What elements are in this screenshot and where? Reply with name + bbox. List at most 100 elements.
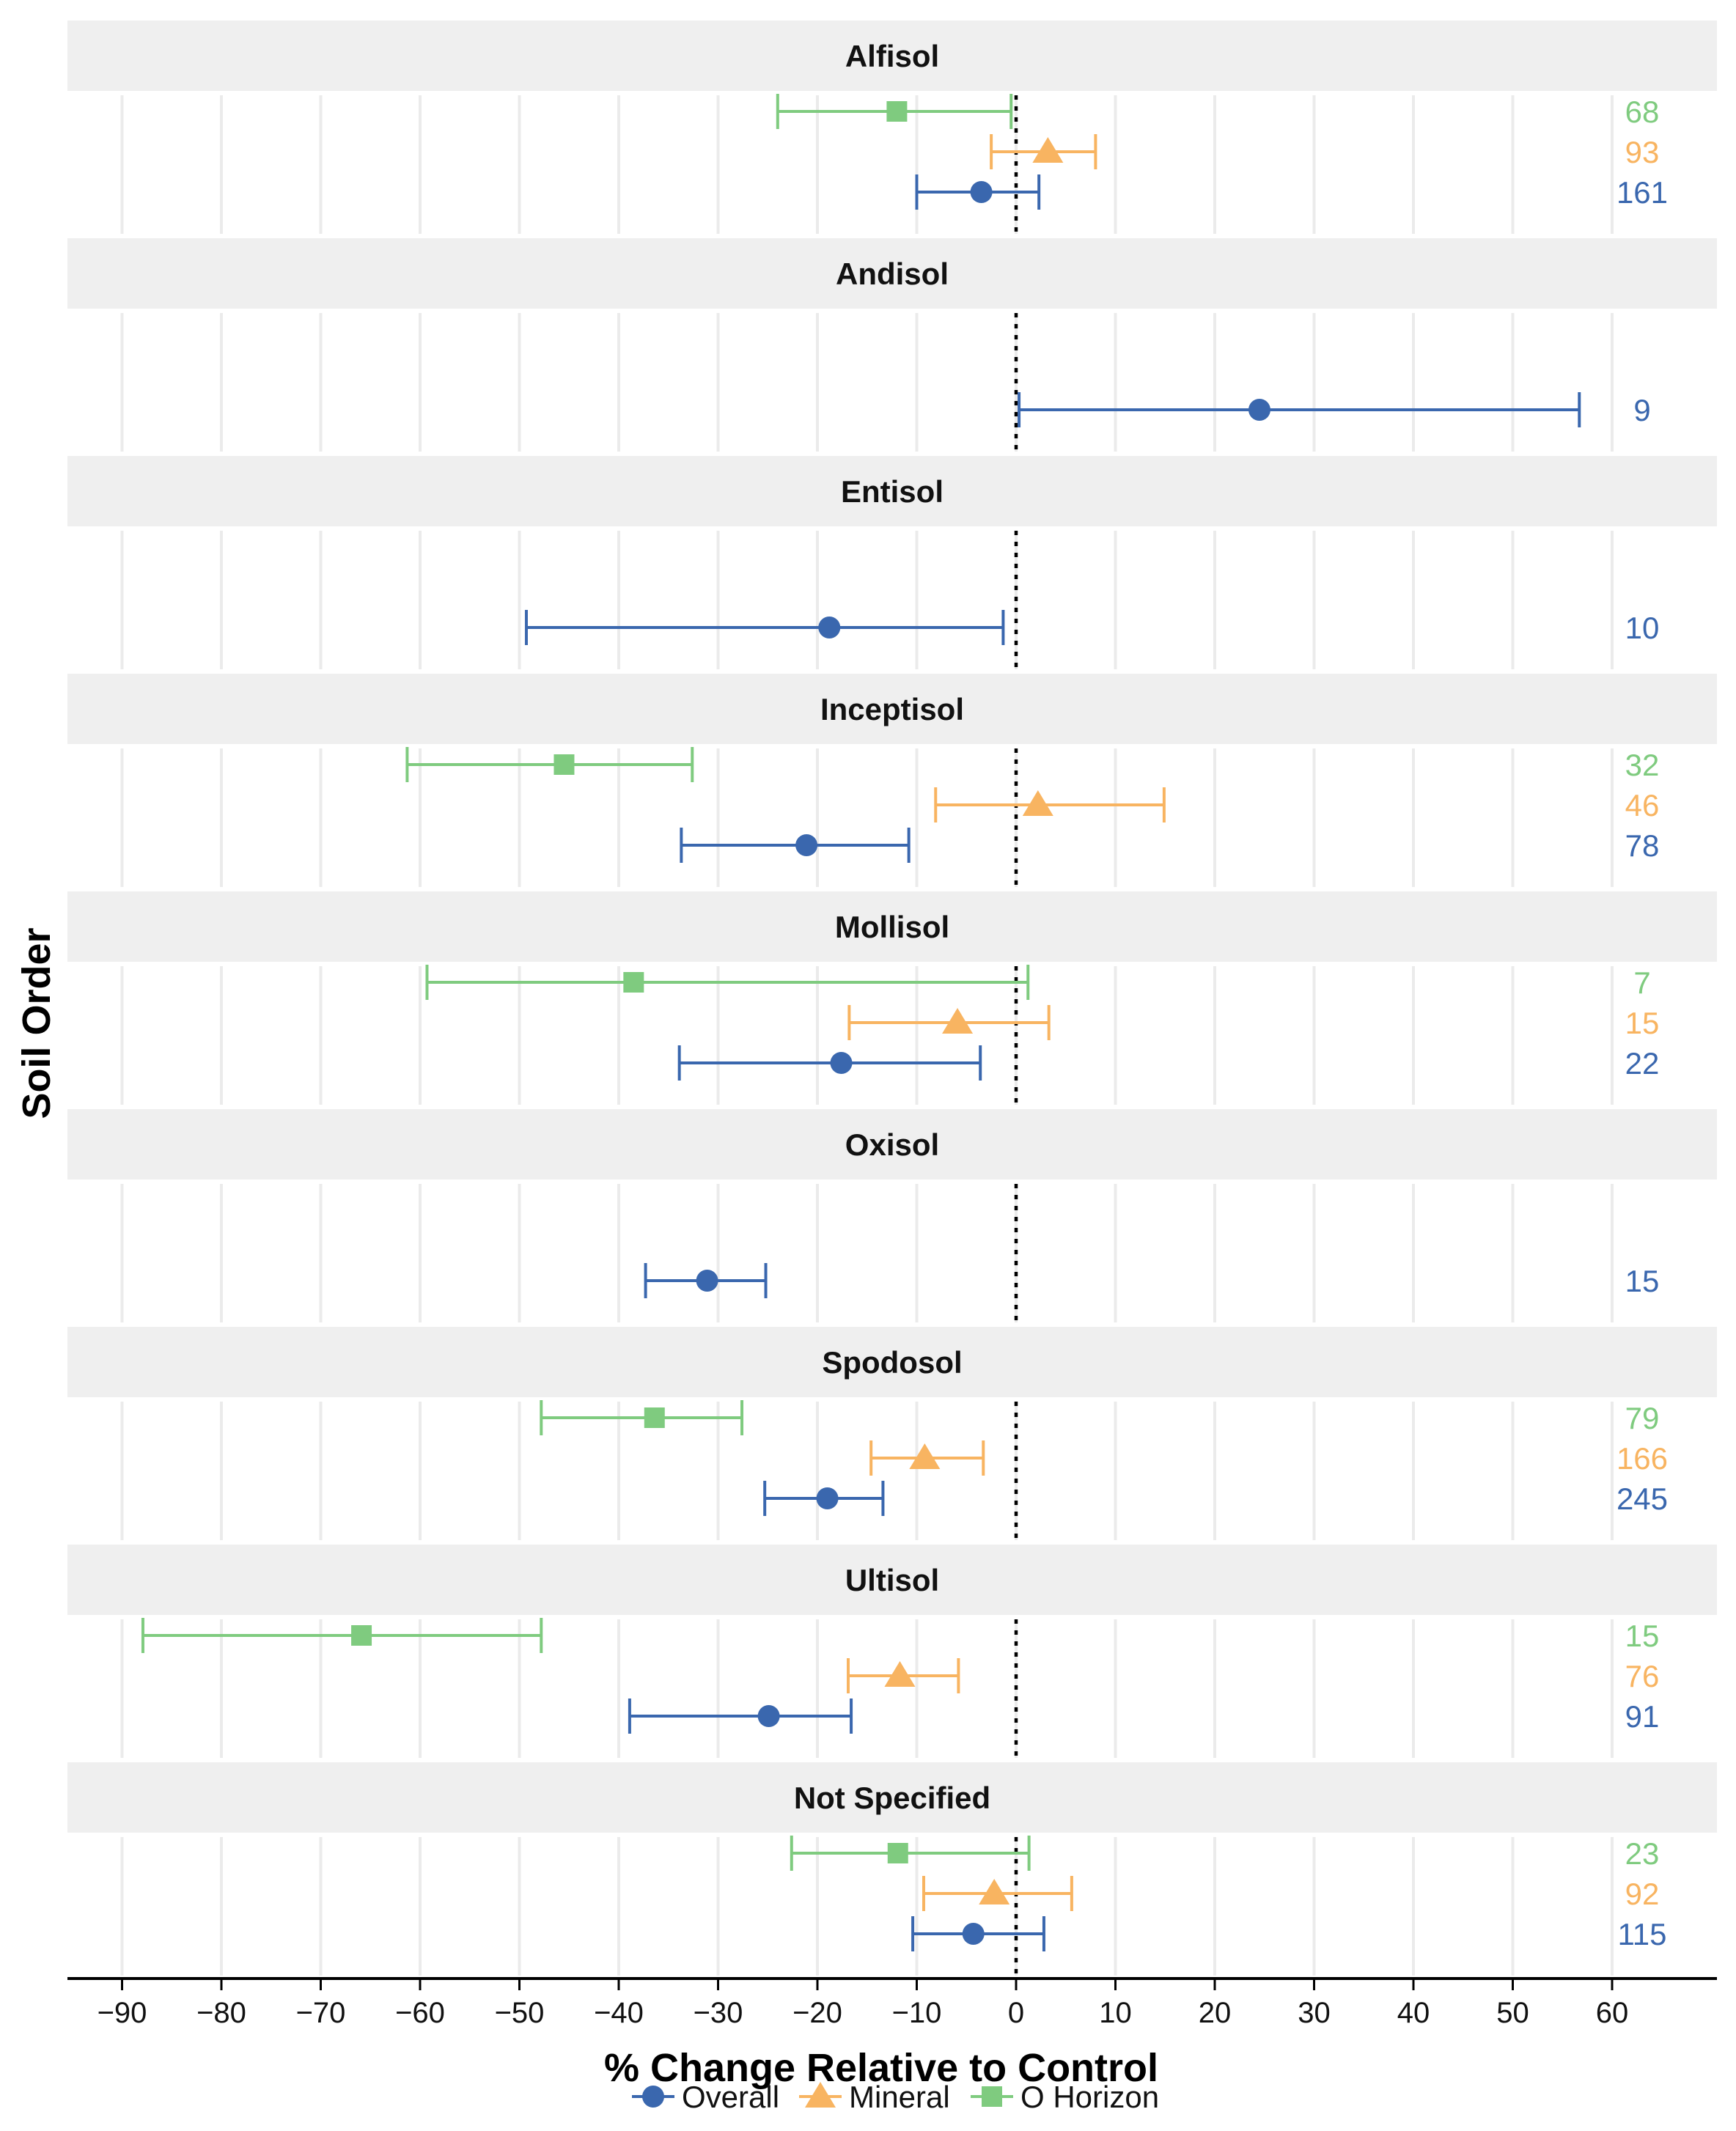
- x-tick-label: −30: [694, 1997, 743, 2029]
- point-estimate-circle: [818, 617, 841, 638]
- x-tick-label: −80: [196, 1997, 246, 2029]
- data-row-o-horizon: 68: [776, 94, 1660, 129]
- sample-size-label: 15: [1625, 1619, 1660, 1653]
- data-row-o-horizon: 32: [405, 747, 1660, 782]
- legend-label: O Horizon: [1020, 2080, 1159, 2114]
- legend-label: Mineral: [849, 2080, 950, 2114]
- point-estimate-circle: [795, 834, 818, 856]
- panel-ultisol: Ultisol 15 76 91: [67, 1545, 1717, 1758]
- data-row-mineral: 76: [847, 1658, 1659, 1693]
- sample-size-label: 115: [1618, 1917, 1667, 1951]
- point-estimate-circle: [816, 1487, 839, 1509]
- panel-strip: [67, 1109, 1717, 1179]
- sample-size-label: 32: [1625, 748, 1660, 782]
- point-estimate-square: [553, 754, 575, 775]
- panel-inceptisol: Inceptisol 32 46 78: [67, 674, 1717, 887]
- panel-strip: [67, 21, 1717, 91]
- data-row-mineral: 92: [922, 1876, 1660, 1911]
- point-estimate-circle: [970, 181, 993, 203]
- panel-oxisol: Oxisol 15: [67, 1109, 1717, 1322]
- panel-andisol: Andisol 9: [67, 238, 1717, 452]
- panel-strip: [67, 674, 1717, 744]
- panel-strip: [67, 456, 1717, 526]
- legend-marker-square: [982, 2086, 1002, 2107]
- x-tick-label: 50: [1496, 1997, 1529, 2029]
- panel-title: Inceptisol: [820, 692, 964, 726]
- x-tick-label: −50: [495, 1997, 545, 2029]
- panel-title: Spodosol: [822, 1345, 962, 1380]
- x-tick-label: −40: [594, 1997, 644, 2029]
- point-estimate-circle: [962, 1923, 985, 1945]
- sample-size-label: 78: [1625, 828, 1660, 863]
- point-estimate-circle: [830, 1052, 853, 1074]
- panel-title: Not Specified: [794, 1781, 990, 1815]
- sample-size-label: 79: [1625, 1401, 1660, 1435]
- x-tick-label: −20: [792, 1997, 842, 2029]
- x-tick-label: 30: [1298, 1997, 1331, 2029]
- panel-mollisol: Mollisol 7 15 22: [67, 891, 1717, 1105]
- point-estimate-triangle: [1022, 790, 1053, 816]
- point-estimate-square: [886, 101, 908, 122]
- legend-item-o-horizon: O Horizon: [971, 2080, 1159, 2114]
- point-estimate-triangle: [979, 1879, 1010, 1904]
- sample-size-label: 7: [1633, 965, 1650, 1000]
- panel-spodosol: Spodosol 79 166 245: [67, 1327, 1717, 1540]
- data-row-o-horizon: 23: [790, 1836, 1659, 1871]
- x-axis-title: % Change Relative to Control: [604, 2046, 1158, 2090]
- data-row-overall: 115: [911, 1916, 1667, 1951]
- x-tick-label: −70: [296, 1997, 346, 2029]
- sample-size-label: 245: [1617, 1482, 1668, 1516]
- y-axis-title: Soil Order: [15, 927, 59, 1119]
- x-tick-label: 0: [1008, 1997, 1024, 2029]
- legend-marker-triangle: [805, 2082, 836, 2108]
- x-tick-label: −90: [98, 1997, 147, 2029]
- sample-size-label: 9: [1633, 393, 1650, 427]
- data-row-mineral: 15: [847, 1005, 1660, 1040]
- point-estimate-circle: [696, 1270, 718, 1292]
- point-estimate-circle: [1248, 399, 1270, 421]
- sample-size-label: 15: [1625, 1264, 1660, 1298]
- panel-strip: [67, 238, 1717, 309]
- data-row-overall: 22: [677, 1045, 1660, 1081]
- panel-alfisol: Alfisol 68 93 161: [67, 21, 1717, 234]
- data-row-overall: 161: [915, 174, 1668, 210]
- panel-title: Ultisol: [845, 1563, 939, 1597]
- data-row-overall: 10: [524, 610, 1659, 645]
- panel-title: Alfisol: [845, 39, 939, 73]
- data-row-overall: 78: [680, 828, 1660, 863]
- legend-item-mineral: Mineral: [799, 2080, 950, 2114]
- point-estimate-square: [887, 1843, 908, 1863]
- sample-size-label: 46: [1625, 788, 1660, 822]
- sample-size-label: 92: [1625, 1877, 1660, 1911]
- sample-size-label: 22: [1625, 1046, 1660, 1081]
- panel-strip: [67, 1327, 1717, 1397]
- panel-strip: [67, 1545, 1717, 1615]
- x-tick-label: 10: [1099, 1997, 1132, 2029]
- panel-title: Entisol: [841, 474, 944, 509]
- sample-size-label: 166: [1617, 1441, 1668, 1476]
- panel-strip: [67, 891, 1717, 962]
- panel-entisol: Entisol 10: [67, 456, 1717, 669]
- point-estimate-triangle: [884, 1661, 916, 1687]
- point-estimate-square: [351, 1625, 372, 1646]
- x-tick-label: −10: [892, 1997, 942, 2029]
- x-tick-label: 20: [1199, 1997, 1232, 2029]
- x-tick-label: 60: [1596, 1997, 1629, 2029]
- sample-size-label: 91: [1625, 1699, 1660, 1734]
- panel-strip: [67, 1762, 1717, 1833]
- sample-size-label: 161: [1617, 175, 1668, 210]
- point-estimate-square: [644, 1407, 665, 1428]
- legend-marker-circle: [642, 2086, 664, 2108]
- x-tick-label: 40: [1397, 1997, 1430, 2029]
- panel-title: Andisol: [836, 257, 949, 291]
- x-tick-label: −60: [395, 1997, 445, 2029]
- sample-size-label: 93: [1625, 135, 1660, 169]
- legend-item-overall: Overall: [632, 2080, 779, 2114]
- sample-size-label: 15: [1625, 1006, 1660, 1040]
- point-estimate-square: [623, 972, 644, 993]
- sample-size-label: 68: [1625, 95, 1660, 129]
- data-row-overall: 245: [763, 1481, 1668, 1516]
- data-row-mineral: 46: [934, 787, 1660, 822]
